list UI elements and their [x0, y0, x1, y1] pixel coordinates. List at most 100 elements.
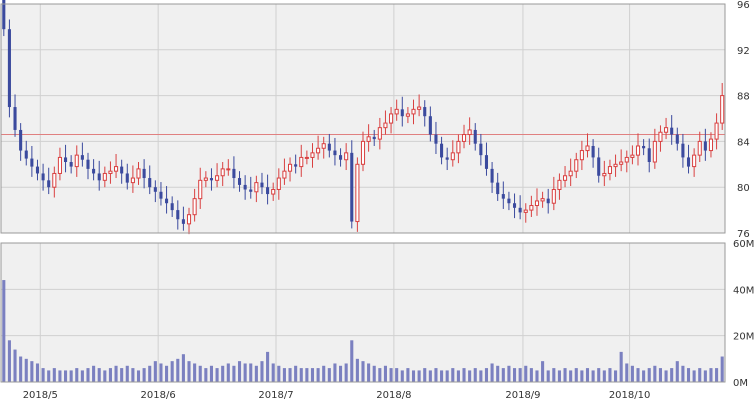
candle-body-up [417, 106, 422, 110]
candle-body-down [13, 107, 17, 130]
volume-bar [720, 356, 724, 382]
candle-body-down [681, 143, 685, 158]
volume-bar [423, 368, 427, 382]
candle-body-down [260, 182, 264, 188]
candle-body-down [490, 168, 494, 183]
candle-body-down [148, 178, 152, 188]
volume-bar [221, 365, 225, 382]
candle-body-up [551, 188, 556, 204]
candle-body-up [282, 170, 287, 179]
volume-bar [249, 363, 253, 382]
volume-bar [103, 370, 107, 382]
volume-bar [630, 365, 634, 382]
volume-bar [35, 363, 40, 382]
candle-body-up [585, 145, 590, 152]
volume-bar [602, 370, 606, 382]
price-panel-bg [1, 4, 725, 233]
volume-bar [546, 370, 550, 382]
candle-body-down [501, 194, 505, 199]
volume-bar [232, 365, 236, 382]
volume-bar [266, 351, 270, 382]
volume-bar [187, 361, 191, 382]
candle-body-down [209, 178, 214, 181]
candle-body-down [2, 0, 6, 30]
candle-body-down [350, 152, 354, 222]
volume-bar [63, 370, 68, 382]
volume-bar [120, 368, 124, 382]
volume-bar [445, 370, 449, 382]
candle-body-down [63, 157, 68, 163]
volume-bar [305, 368, 309, 382]
volume-bar [434, 368, 438, 382]
candle-body-down [176, 210, 180, 220]
candle-body-up [467, 129, 472, 136]
candle-body-down [181, 219, 185, 224]
volume-bar [686, 368, 691, 382]
volume-bar [333, 363, 337, 382]
candle-body-up [299, 156, 304, 168]
volume-bar [282, 368, 286, 382]
candle-body-up [411, 108, 416, 115]
price-tick-label: 76 [737, 229, 750, 240]
candle-body-down [434, 134, 438, 144]
volume-tick-label: 40M [733, 285, 754, 296]
volume-bar [108, 368, 112, 382]
volume-bar [344, 363, 348, 382]
volume-bar [501, 368, 505, 382]
volume-bar [165, 365, 169, 382]
volume-bar [170, 361, 174, 382]
volume-bar [563, 368, 567, 382]
volume-bar [92, 365, 96, 382]
volume-bar [209, 365, 214, 382]
candle-body-down [237, 178, 242, 185]
volume-bar [574, 368, 578, 382]
candle-body-up [720, 95, 725, 124]
volume-bar [41, 368, 45, 382]
candle-body-up [136, 168, 141, 179]
candle-body-up [377, 127, 382, 140]
volume-bar [47, 370, 51, 382]
candle-body-up [186, 214, 192, 225]
candle-body-up [652, 140, 657, 163]
volume-bar [535, 370, 539, 382]
volume-bar [715, 368, 719, 382]
volume-bar [159, 363, 163, 382]
candle-body-up [360, 140, 366, 165]
volume-bar [490, 363, 494, 382]
candle-body-down [445, 157, 449, 160]
price-tick-label: 92 [737, 46, 750, 57]
volume-bar [636, 368, 640, 382]
volume-bar [456, 370, 460, 382]
volume-bar [69, 370, 73, 382]
candle-body-up [602, 172, 607, 177]
volume-bar [153, 361, 157, 382]
volume-bar [355, 358, 359, 382]
volume-bar [703, 370, 707, 382]
volume-bar [580, 370, 584, 382]
volume-bar [114, 365, 118, 382]
volume-bar [557, 370, 561, 382]
volume-bar [75, 368, 79, 382]
candle-body-up [304, 156, 309, 159]
candle-body-down [153, 187, 157, 192]
candle-body-up [52, 172, 57, 188]
volume-bar [569, 370, 573, 382]
volume-bar [204, 368, 208, 382]
volume-bar [552, 368, 556, 382]
x-tick-label: 2018/10 [609, 390, 651, 400]
volume-bar [653, 365, 657, 382]
candle-body-down [97, 173, 101, 181]
volume-bar [260, 361, 264, 382]
volume-bar [142, 368, 146, 382]
volume-panel-bg [1, 243, 725, 382]
candle-body-up [456, 140, 461, 154]
candle-body-up [394, 108, 399, 115]
candle-body-up [461, 134, 467, 142]
volume-bar [215, 368, 219, 382]
volume-bar [642, 370, 646, 382]
candle-body-up [389, 113, 394, 124]
candle-body-up [192, 198, 197, 216]
candle-body-up [344, 152, 349, 161]
candle-body-down [30, 158, 34, 167]
candle-body-down [670, 127, 674, 135]
